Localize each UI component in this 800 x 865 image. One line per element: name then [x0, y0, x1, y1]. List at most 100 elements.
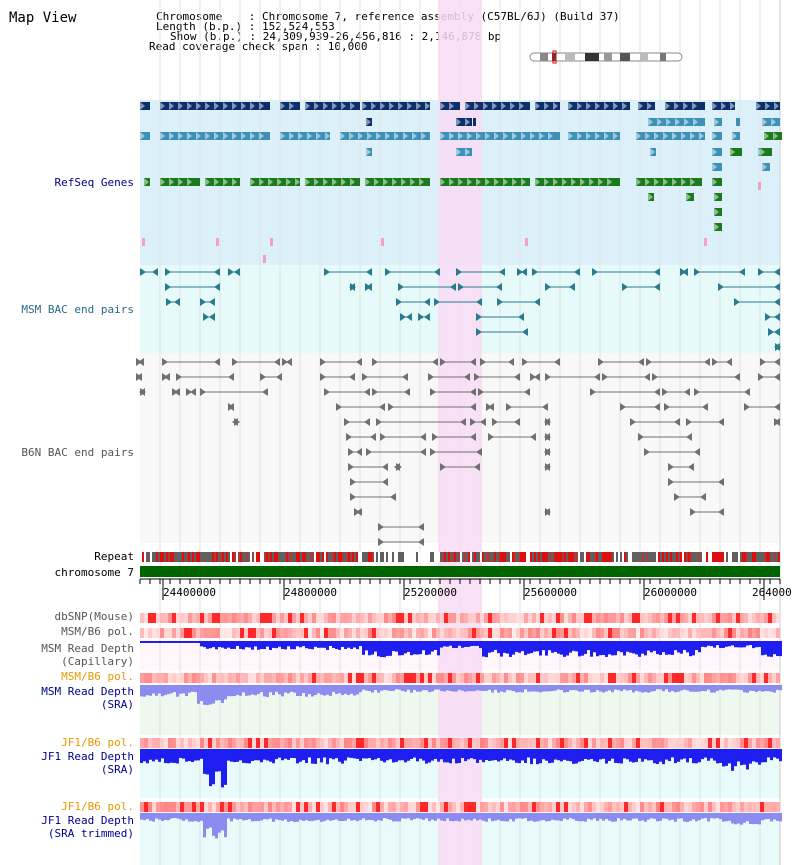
msm-sra-depth-bar	[362, 685, 365, 690]
msm-sra-depth-bar	[575, 685, 578, 691]
gene-strand-arrow	[187, 102, 192, 110]
msm-sra-depth-bar	[254, 685, 257, 696]
repeat-mark	[206, 552, 208, 562]
msm-capillary-depth-bar	[464, 641, 467, 647]
polymorphism-heat-mark	[372, 628, 376, 638]
polymorphism-heat-mark	[412, 802, 416, 812]
polymorphism-heat-mark	[316, 673, 320, 683]
track-label-b6n-bac[interactable]: B6N BAC end pairs	[21, 446, 134, 459]
polymorphism-heat-mark	[600, 673, 604, 683]
track-label-jf1-rd-trimmed[interactable]: JF1 Read Depth	[41, 814, 134, 827]
msm-capillary-depth-bar	[476, 641, 479, 646]
polymorphism-heat-mark	[724, 738, 728, 748]
polymorphism-heat-mark	[772, 673, 776, 683]
polymorphism-heat-mark	[756, 628, 760, 638]
msm-capillary-depth-bar	[410, 641, 413, 656]
gene-strand-arrow	[595, 132, 600, 140]
gene-strand-arrow	[241, 102, 246, 110]
polymorphism-heat-mark	[316, 613, 320, 623]
jf1-trimmed-depth-bar	[734, 813, 737, 825]
b6n-bac-pair-end	[544, 448, 550, 456]
polymorphism-heat-mark	[532, 628, 536, 638]
track-label-refseq[interactable]: RefSeq Genes	[54, 176, 134, 189]
track-label-jf1-pol[interactable]: JF1/B6 pol.	[61, 736, 134, 749]
repeat-mark	[686, 552, 688, 562]
b6n-bac-pair-end	[744, 388, 750, 396]
jf1-sra-depth-bar	[464, 749, 467, 762]
msm-sra-depth-bar	[542, 685, 545, 692]
repeat-mark	[718, 552, 720, 562]
polymorphism-heat-mark	[632, 673, 636, 683]
ideogram-position-marker	[552, 50, 557, 64]
polymorphism-heat-mark	[528, 628, 532, 638]
repeat-mark	[200, 552, 202, 562]
jf1-sra-depth-bar	[317, 749, 320, 759]
jf1-trimmed-depth-bar	[248, 813, 251, 820]
track-label-dbsnp[interactable]: dbSNP(Mouse)	[54, 610, 134, 623]
gene-strand-arrow	[765, 102, 770, 110]
repeat-mark	[160, 552, 162, 562]
repeat-mark	[504, 552, 506, 562]
jf1-sra-depth-bar	[575, 749, 578, 764]
track-label-repeat[interactable]: Repeat	[94, 550, 134, 563]
msm-capillary-depth-bar	[575, 641, 578, 652]
polymorphism-heat-mark	[308, 738, 312, 748]
jf1-trimmed-depth-bar	[629, 813, 632, 821]
highlight-region	[438, 0, 482, 865]
repeat-mark	[458, 552, 460, 562]
track-label-msm-pol-2[interactable]: MSM/B6 pol.	[61, 670, 134, 683]
jf1-trimmed-depth-bar	[578, 813, 581, 822]
repeat-mark	[360, 552, 362, 562]
repeat-mark	[654, 552, 656, 562]
polymorphism-heat-mark	[476, 738, 480, 748]
polymorphism-heat-mark	[384, 802, 388, 812]
repeat-mark	[384, 552, 386, 562]
polymorphism-heat-mark	[388, 628, 392, 638]
polymorphism-heat-mark	[444, 738, 448, 748]
track-label-msm-bac[interactable]: MSM BAC end pairs	[21, 303, 134, 316]
axis-tick-label: 24400000	[163, 586, 216, 599]
jf1-trimmed-depth-bar	[329, 813, 332, 821]
gene-strand-arrow	[544, 102, 549, 110]
gene-strand-arrow	[613, 102, 618, 110]
polymorphism-heat-mark	[288, 613, 292, 623]
jf1-trimmed-depth-bar	[170, 813, 173, 819]
refseq-pink-mark	[704, 238, 707, 246]
jf1-trimmed-depth-bar	[404, 813, 407, 819]
gene-strand-arrow	[692, 102, 697, 110]
track-label-jf1-pol-2[interactable]: JF1/B6 pol.	[61, 800, 134, 813]
track-label-msm-rd-sra[interactable]: MSM Read Depth	[41, 685, 134, 698]
msm-bac-pair-end	[450, 283, 456, 291]
track-label-msm-rd-capillary[interactable]: MSM Read Depth	[41, 642, 134, 655]
jf1-sra-depth-bar	[359, 749, 362, 762]
msm-sra-depth-bar	[251, 685, 254, 695]
jf1-trimmed-depth-bar	[575, 813, 578, 821]
jf1-trimmed-depth-bar	[422, 813, 425, 820]
repeat-mark	[548, 552, 550, 562]
repeat-mark	[752, 552, 754, 562]
polymorphism-heat-mark	[204, 802, 208, 812]
gene-strand-arrow	[535, 102, 540, 110]
track-label-msm-pol[interactable]: MSM/B6 pol.	[61, 625, 134, 638]
polymorphism-heat-mark	[624, 628, 628, 638]
repeat-mark	[622, 552, 624, 562]
polymorphism-heat-mark	[424, 628, 428, 638]
jf1-trimmed-depth-bar	[152, 813, 155, 822]
jf1-trimmed-depth-bar	[527, 813, 530, 822]
b6n-bac-pair-end	[228, 373, 234, 381]
polymorphism-heat-mark	[436, 628, 440, 638]
msm-bac-pair-end	[434, 298, 440, 306]
polymorphism-heat-mark	[680, 802, 684, 812]
track-label-jf1-rd-sra[interactable]: JF1 Read Depth	[41, 750, 134, 763]
repeat-mark	[664, 552, 666, 562]
polymorphism-heat-mark	[216, 738, 220, 748]
jf1-sra-depth-bar	[737, 749, 740, 762]
repeat-mark	[776, 552, 778, 562]
polymorphism-heat-mark	[740, 628, 744, 638]
msm-bac-pair-end	[774, 268, 780, 276]
polymorphism-heat-mark	[148, 628, 152, 638]
polymorphism-heat-mark	[712, 613, 716, 623]
gene-strand-arrow	[412, 132, 417, 140]
polymorphism-heat-mark	[412, 613, 416, 623]
